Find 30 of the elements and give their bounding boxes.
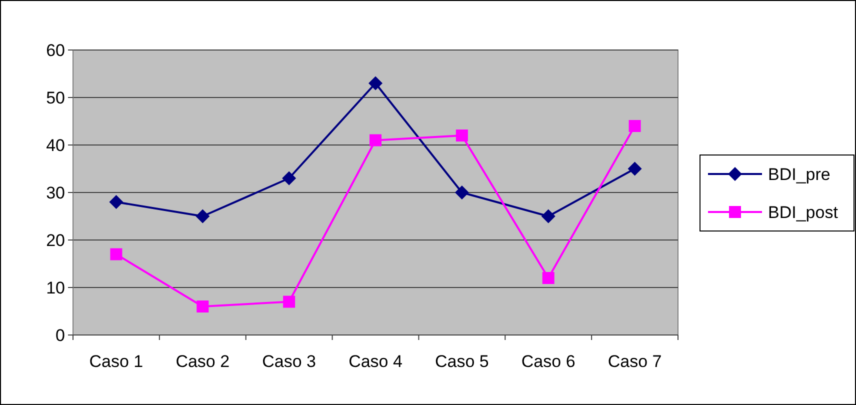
x-tick-label: Caso 2 [176, 352, 230, 371]
y-tick-label: 0 [56, 326, 65, 345]
point [282, 171, 296, 186]
x-tick-label: Caso 4 [348, 352, 402, 371]
point [456, 130, 468, 142]
y-tick-label: 10 [46, 278, 65, 298]
y-tick-label: 60 [46, 40, 65, 60]
x-tick-label: Caso 3 [262, 352, 316, 371]
point [628, 120, 641, 132]
y-tick-label: 20 [46, 230, 65, 250]
point [196, 209, 210, 224]
legend-label: BDI_post [768, 202, 838, 222]
point [368, 76, 382, 90]
x-tick-label: Caso 5 [434, 352, 489, 371]
y-tick-label: 30 [46, 183, 65, 202]
point [454, 186, 469, 200]
point [542, 272, 554, 284]
point [541, 209, 556, 224]
point [110, 248, 122, 260]
y-tick-label: 50 [46, 88, 65, 108]
point [196, 300, 209, 312]
point [628, 162, 642, 176]
point [370, 134, 382, 146]
y-tick-label: 40 [46, 136, 65, 155]
point [109, 195, 124, 209]
x-tick-label: Caso 7 [608, 352, 662, 371]
point [283, 296, 296, 308]
x-tick-label: Caso 6 [521, 352, 576, 371]
x-tick-label: Caso 1 [89, 352, 144, 371]
legend-label: BDI_pre [768, 164, 830, 184]
